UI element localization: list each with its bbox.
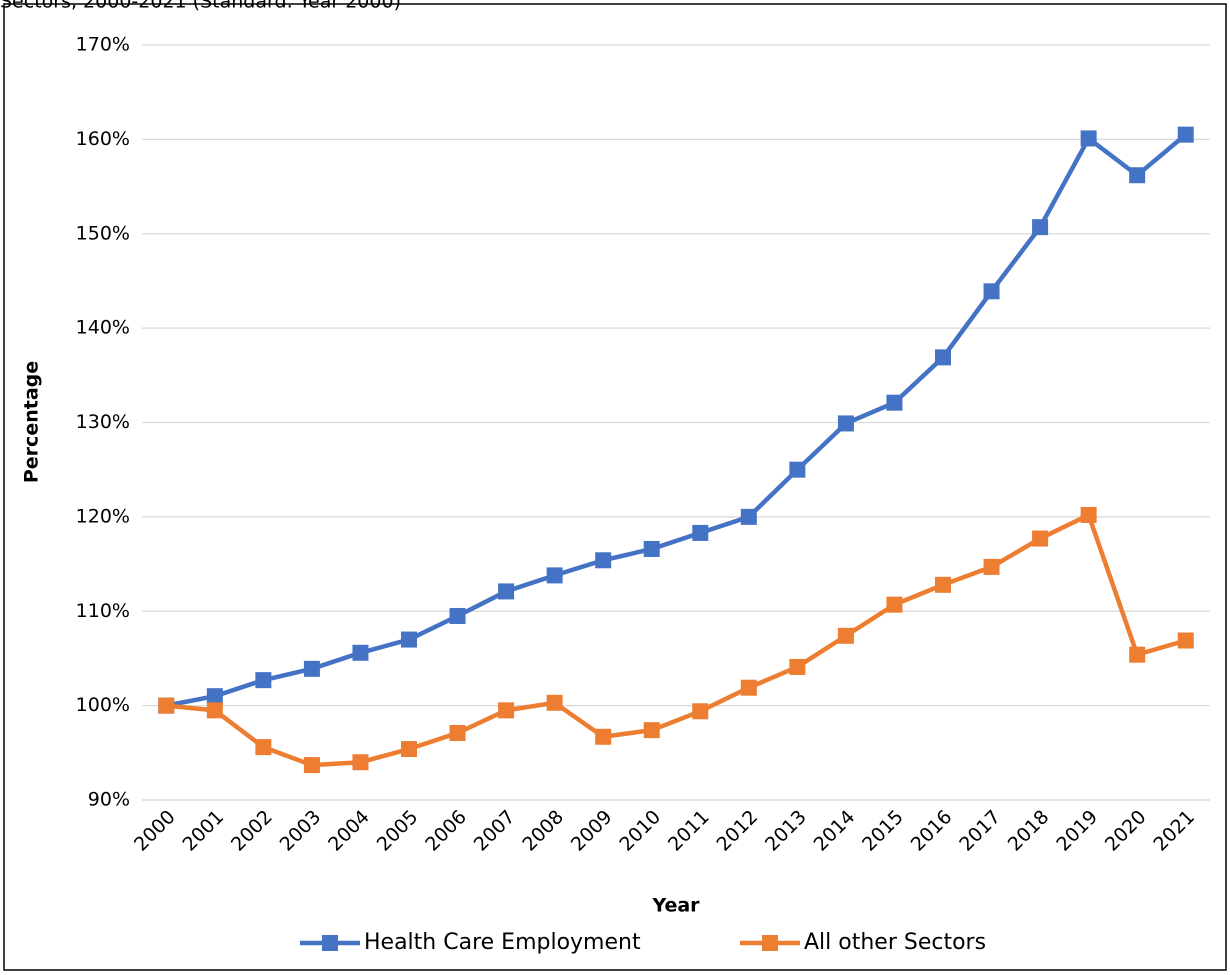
data-point [352,754,369,771]
y-tick-label: 120% [76,505,130,527]
data-point [1177,126,1194,143]
data-point [789,658,806,675]
series-line [165,132,1188,708]
data-point [595,728,612,745]
data-point [935,576,951,593]
legend-label: All other Sectors [804,930,986,955]
data-point [692,524,709,541]
data-point [935,349,951,366]
y-tick-label: 130% [76,411,130,433]
data-point [1129,167,1146,184]
y-tick-label: 150% [76,222,130,244]
data-point [740,508,757,525]
data-point [401,741,417,758]
data-point [303,660,320,677]
data-point [1032,530,1049,547]
data-point [1129,646,1146,663]
data-point [1032,219,1049,236]
data-point [449,724,466,741]
data-point [983,558,1000,575]
y-tick-label: 100% [76,694,130,716]
y-tick-label: 160% [76,128,130,150]
data-point [837,627,854,644]
data-point [886,596,903,613]
legend-marker [322,935,338,951]
data-point [206,688,223,705]
data-point [546,567,563,584]
chart-title: Sectors, 2000-2021 (Standard: Year 2000) [0,0,401,13]
data-point [983,283,1000,300]
data-point [789,461,806,478]
y-tick-label: 110% [76,600,130,622]
legend-marker [762,935,778,951]
chart-frame [3,3,1227,971]
data-point [449,607,466,624]
data-point [1080,130,1097,147]
series-line [166,512,1187,768]
data-point [498,583,515,600]
data-point [401,631,417,648]
legend-label: Health Care Employment [364,930,641,955]
y-tick-label: 90% [88,789,130,811]
data-point [303,757,320,774]
data-point [498,702,515,719]
data-point [643,722,660,739]
data-point [886,394,903,411]
data-point [1080,506,1097,523]
data-point [255,739,272,756]
y-tick-label: 140% [76,317,130,339]
x-axis-label: Year [651,895,700,917]
data-point [352,644,369,661]
y-tick-label: 170% [76,34,130,56]
y-axis-label: Percentage [21,361,43,483]
data-point [1177,632,1194,649]
data-point [837,415,854,432]
data-point [546,694,563,711]
data-point [643,540,660,557]
data-point [692,703,709,720]
data-point [158,697,175,714]
data-point [740,679,757,696]
data-point [206,702,223,719]
data-point [255,672,272,689]
data-point [595,552,612,569]
